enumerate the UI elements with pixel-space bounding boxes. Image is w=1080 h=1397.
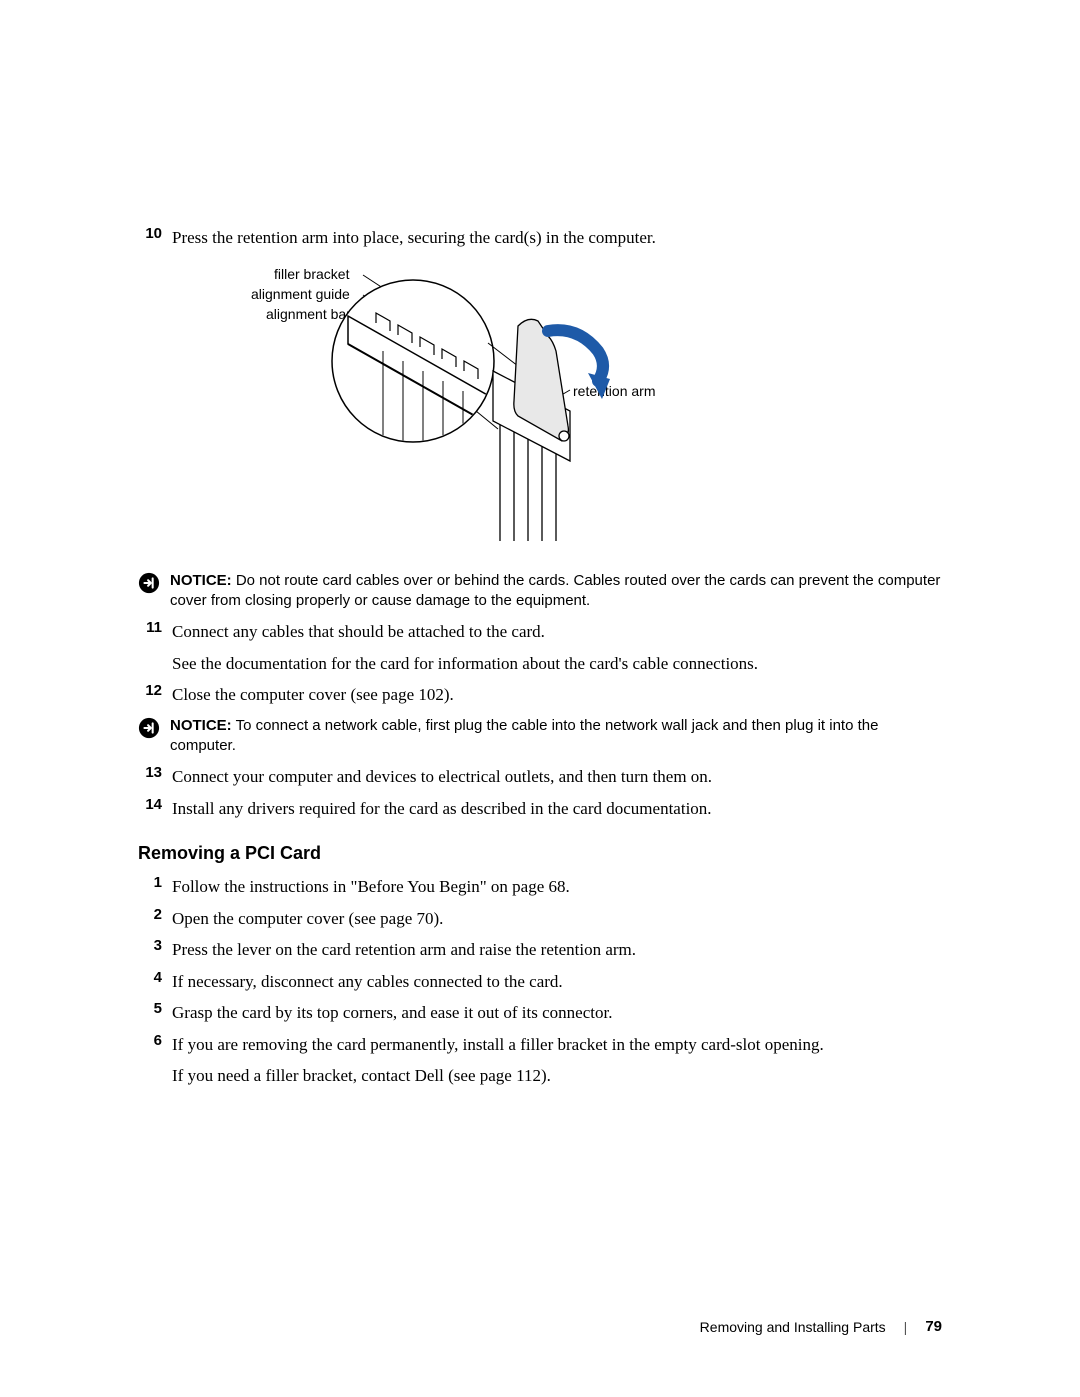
notice-bold: NOTICE:	[170, 717, 232, 734]
notice-icon	[138, 717, 160, 739]
pci-step-5: 5 Grasp the card by its top corners, and…	[138, 1000, 942, 1026]
step-text: Close the computer cover (see page 102).	[172, 682, 942, 708]
step-text: Follow the instructions in "Before You B…	[172, 874, 942, 900]
step-number: 13	[138, 764, 172, 790]
step-12: 12 Close the computer cover (see page 10…	[138, 682, 942, 708]
notice-1: NOTICE: Do not route card cables over or…	[138, 571, 942, 612]
notice-bold: NOTICE:	[170, 572, 232, 589]
step-text: Connect any cables that should be attach…	[172, 619, 942, 676]
step-number: 4	[138, 969, 172, 995]
step-number: 2	[138, 906, 172, 932]
step-number: 14	[138, 796, 172, 822]
document-page: 10 Press the retention arm into place, s…	[0, 0, 1080, 1089]
step-10: 10 Press the retention arm into place, s…	[138, 225, 942, 251]
step-number: 12	[138, 682, 172, 708]
pci-step-2: 2 Open the computer cover (see page 70).	[138, 906, 942, 932]
pci-step-4: 4 If necessary, disconnect any cables co…	[138, 969, 942, 995]
footer-divider: |	[904, 1319, 908, 1335]
diagram-illustration	[218, 261, 718, 561]
diagram: filler bracket alignment guide alignment…	[138, 261, 942, 561]
page-number: 79	[925, 1318, 942, 1335]
step-14: 14 Install any drivers required for the …	[138, 796, 942, 822]
step-text: If you are removing the card permanently…	[172, 1032, 942, 1089]
notice-2: NOTICE: To connect a network cable, firs…	[138, 716, 942, 757]
pci-step-6: 6 If you are removing the card permanent…	[138, 1032, 942, 1089]
step-11: 11 Connect any cables that should be att…	[138, 619, 942, 676]
footer-title: Removing and Installing Parts	[700, 1319, 886, 1335]
step-text: If necessary, disconnect any cables conn…	[172, 969, 942, 995]
step-number: 3	[138, 937, 172, 963]
step-subtext: See the documentation for the card for i…	[172, 651, 942, 677]
pci-step-3: 3 Press the lever on the card retention …	[138, 937, 942, 963]
step-number: 11	[138, 619, 172, 676]
step-number: 1	[138, 874, 172, 900]
step-subtext: If you need a filler bracket, contact De…	[172, 1063, 942, 1089]
section-heading-removing-pci: Removing a PCI Card	[138, 843, 942, 864]
step-number: 10	[138, 225, 172, 251]
step-text: Press the retention arm into place, secu…	[172, 225, 942, 251]
step-number: 6	[138, 1032, 172, 1089]
notice-icon	[138, 572, 160, 594]
step-13: 13 Connect your computer and devices to …	[138, 764, 942, 790]
notice-text: NOTICE: Do not route card cables over or…	[170, 571, 942, 612]
step-text: Install any drivers required for the car…	[172, 796, 942, 822]
step-text: Press the lever on the card retention ar…	[172, 937, 942, 963]
page-footer: Removing and Installing Parts | 79	[700, 1318, 942, 1335]
step-number: 5	[138, 1000, 172, 1026]
step-text: Connect your computer and devices to ele…	[172, 764, 942, 790]
notice-body: Do not route card cables over or behind …	[170, 572, 940, 609]
pci-step-1: 1 Follow the instructions in "Before You…	[138, 874, 942, 900]
notice-body: To connect a network cable, first plug t…	[170, 717, 878, 754]
step-text: Open the computer cover (see page 70).	[172, 906, 942, 932]
notice-text: NOTICE: To connect a network cable, firs…	[170, 716, 942, 757]
step-text: Grasp the card by its top corners, and e…	[172, 1000, 942, 1026]
